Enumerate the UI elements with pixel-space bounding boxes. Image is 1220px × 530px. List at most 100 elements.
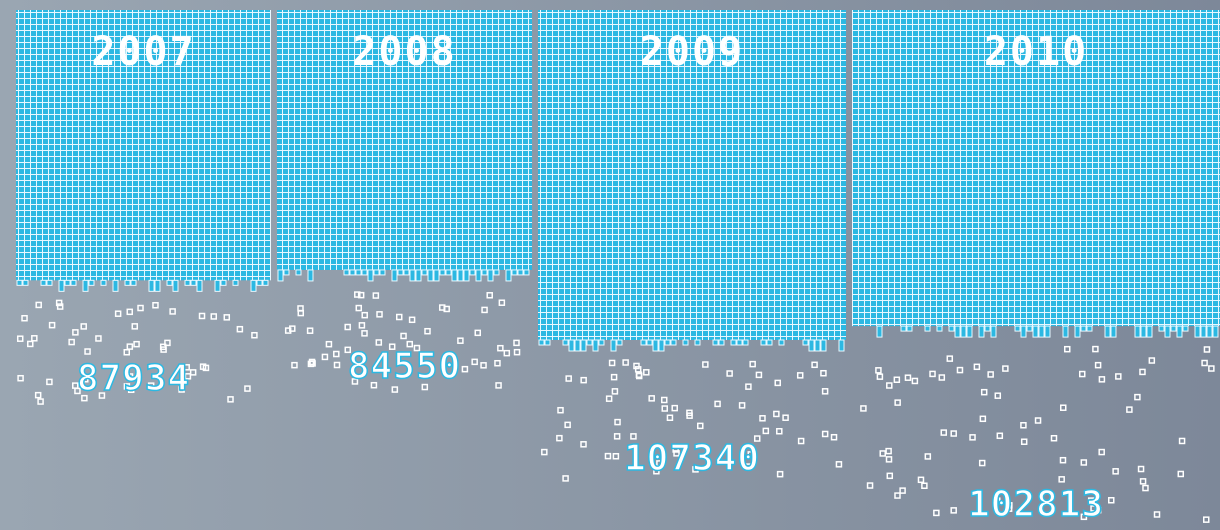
scatter-pixel [610,373,618,381]
scatter-pixel [876,373,884,380]
edge-pixel [190,279,197,286]
year-label: 2007 [91,29,195,75]
scatter-pixel [498,299,506,306]
edge-pixel [1074,325,1081,338]
scatter-pixel [325,340,333,348]
edge-pixel [184,279,191,286]
edge-pixel [598,339,605,346]
scatter-pixel [565,375,572,382]
scatter-pixel [994,392,1002,399]
edge-pixel [562,339,569,346]
edge-pixel [586,339,593,346]
edge-pixel [802,339,809,346]
scatter-pixel [744,463,752,470]
scatter-pixel [395,313,403,321]
scatter-pixel [1087,497,1095,504]
scatter-pixel [48,321,56,329]
edge-pixel [295,269,302,276]
scatter-pixel [1153,511,1161,518]
edge-pixel [487,269,494,282]
scatter-pixel [894,399,901,406]
scatter-pixel [198,312,206,320]
scatter-pixel [747,451,755,458]
edge-pixel [256,279,263,286]
scatter-pixel [308,358,316,366]
edge-pixel [538,339,545,346]
edge-pixel [760,339,767,346]
edge-pixel [838,339,845,352]
edge-pixel [214,279,221,292]
scatter-pixel [726,370,733,377]
scatter-pixel [820,369,827,377]
scatter-pixel [830,433,838,441]
edge-pixel [16,279,23,286]
scatter-pixel [1006,502,1013,509]
scatter-pixel [321,353,329,361]
scatter-pixel [357,291,365,299]
scatter-pixel [745,383,752,390]
scatter-pixel [291,361,298,369]
scatter-pixel [406,340,413,348]
scatter-pixel [199,363,207,370]
edge-pixel [1194,325,1201,338]
edge-pixel [367,269,374,282]
scatter-pixel [355,304,363,312]
scatter-pixel [81,394,88,402]
scatter-pixel [27,340,34,348]
edge-pixel [124,279,131,286]
edge-pixel [232,279,239,286]
edge-pixel [250,279,257,292]
edge-pixel [88,279,95,286]
scatter-pixel [1202,516,1210,523]
scatter-pixel [55,299,63,307]
edge-pixel [990,325,997,338]
edge-pixel [984,325,991,332]
edge-pixel [1032,325,1039,338]
scatter-pixel [457,337,464,344]
scatter-pixel [114,310,122,317]
scatter-pixel [557,406,564,414]
scatter-pixel [835,461,843,468]
scatter-pixel [344,323,351,331]
scatter-pixel [1108,497,1115,504]
scatter-pixel [133,340,140,348]
edge-pixel [463,269,470,282]
scatter-pixel [979,415,987,423]
scatter-pixel [776,470,784,478]
edge-pixel [742,339,749,346]
scatter-pixel [424,327,431,335]
scatter-pixel [223,314,231,321]
edge-pixel [1212,325,1219,338]
scatter-pixel [497,344,504,352]
scatter-pixel [886,382,893,389]
scatter-pixel [1064,345,1071,353]
year-label: 2009 [640,29,744,75]
scatter-pixel [541,448,548,456]
scatter-pixel [344,346,352,354]
scatter-pixel [875,367,882,374]
scatter-pixel [1080,459,1088,466]
scatter-pixel [227,396,234,403]
value-label: 102813 [968,484,1104,525]
edge-pixel [505,269,512,282]
scatter-pixel [152,301,159,309]
scatter-pixel [370,381,378,389]
scatter-pixel [797,437,805,445]
scatter-pixel [126,343,134,350]
scatter-pixel [1098,448,1105,456]
scatter-pixel [1178,437,1186,445]
edge-pixel [966,325,973,338]
scatter-pixel [608,359,616,367]
scatter-pixel [474,329,481,337]
scatter-pixel [244,385,251,392]
scatter-pixel [361,311,368,319]
value-label: 107340 [624,438,760,479]
scatter-pixel [956,366,964,374]
edge-pixel [373,269,380,276]
scatter-pixel [513,339,520,347]
scatter-pixel [183,364,190,371]
edge-pixel [820,339,827,352]
scatter-pixel [72,382,79,389]
scatter-pixel [755,371,763,379]
scatter-pixel [68,338,75,346]
